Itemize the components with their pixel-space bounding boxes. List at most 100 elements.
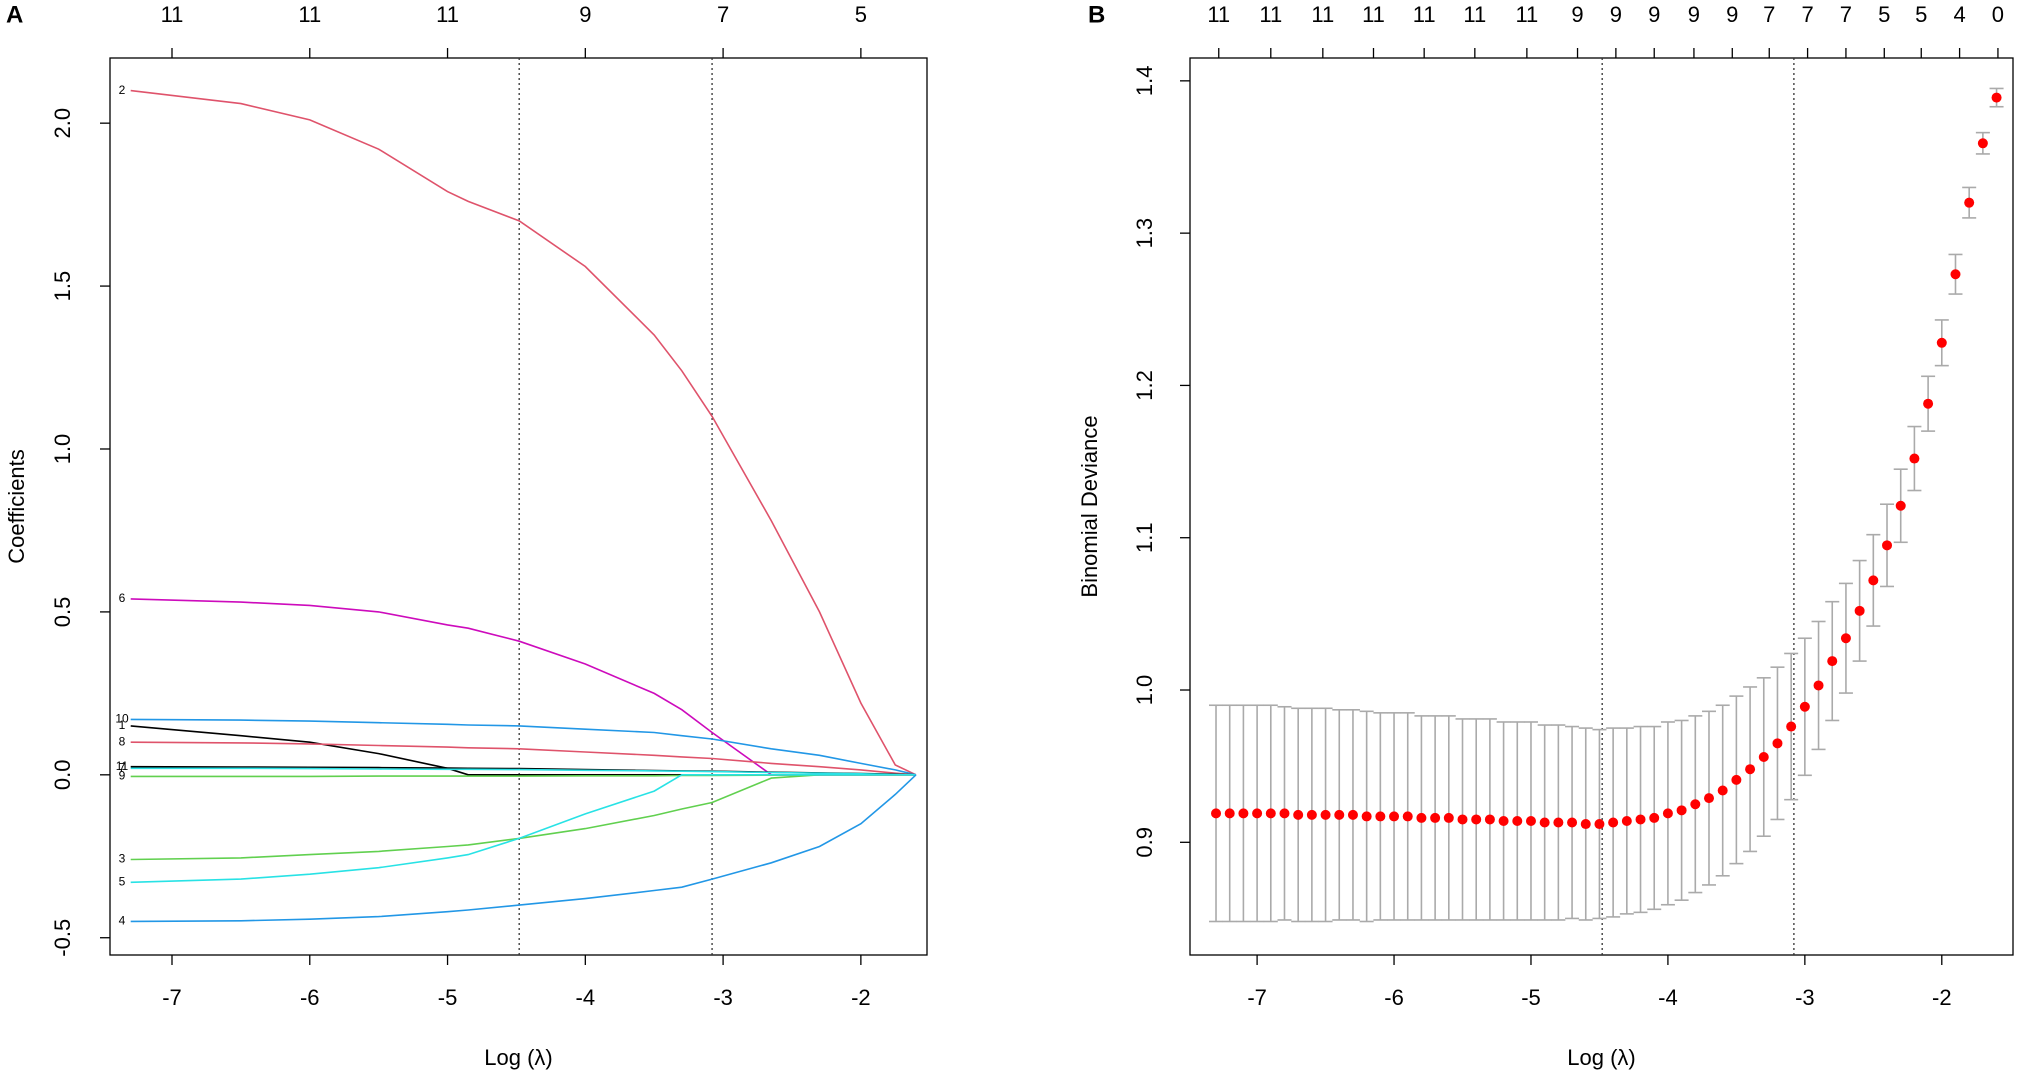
deviance-point: [1320, 809, 1331, 820]
y-tick-label: 0.9: [1132, 827, 1157, 858]
top-tick-label: 11: [1207, 2, 1230, 27]
y-tick-label: 0.5: [50, 597, 75, 628]
x-tick-label: -5: [438, 985, 458, 1010]
deviance-point: [1977, 138, 1988, 149]
path-label: 7: [119, 760, 126, 774]
x-tick-label: -6: [300, 985, 320, 1010]
x-axis-label: Log (λ): [484, 1045, 552, 1070]
deviance-point: [1293, 809, 1304, 820]
coefficient-path: [130, 718, 917, 776]
deviance-point: [1238, 808, 1249, 819]
top-tick-label: 7: [717, 2, 729, 27]
deviance-point: [1799, 701, 1810, 712]
top-tick-label: 11: [161, 2, 184, 27]
deviance-point: [1717, 785, 1728, 796]
deviance-point: [1306, 809, 1317, 820]
deviance-point: [1923, 398, 1934, 409]
path-label: 3: [119, 852, 126, 866]
deviance-point: [1224, 808, 1235, 819]
y-axis-label: Binomial Deviance: [1077, 415, 1102, 597]
x-tick-label: -7: [162, 985, 182, 1010]
deviance-point: [1950, 269, 1961, 280]
coefficient-path: [130, 767, 917, 776]
x-tick-label: -5: [1521, 985, 1541, 1010]
top-tick-label: 11: [1463, 2, 1486, 27]
coefficient-path: [130, 741, 917, 776]
coefficient-path: [130, 774, 917, 923]
deviance-point: [1936, 337, 1947, 348]
top-tick-label: 7: [1763, 2, 1775, 27]
deviance-point: [1991, 92, 2002, 103]
top-tick-label: 4: [1953, 2, 1965, 27]
deviance-point: [1361, 811, 1372, 822]
deviance-point: [1402, 811, 1413, 822]
x-tick-label: -7: [1247, 985, 1267, 1010]
top-tick-label: 9: [1726, 2, 1738, 27]
deviance-point: [1635, 814, 1646, 825]
deviance-point: [1594, 819, 1605, 830]
deviance-point: [1512, 815, 1523, 826]
deviance-point: [1895, 500, 1906, 511]
deviance-point: [1840, 633, 1851, 644]
x-axis-label: Log (λ): [1567, 1045, 1635, 1070]
deviance-point: [1690, 799, 1701, 810]
deviance-point: [1813, 680, 1824, 691]
y-axis-label: Coefficients: [4, 449, 29, 564]
coefficient-path: [130, 774, 916, 884]
coefficient-path: [130, 89, 917, 776]
path-label: 1: [119, 718, 126, 732]
deviance-point: [1279, 808, 1290, 819]
path-label: 4: [119, 914, 126, 928]
y-tick-label: 1.3: [1132, 218, 1157, 249]
panel-label: B: [1088, 1, 1105, 28]
top-tick-label: 11: [1515, 2, 1538, 27]
deviance-point: [1909, 453, 1920, 464]
deviance-point: [1471, 814, 1482, 825]
path-label: 9: [119, 769, 126, 783]
deviance-point: [1580, 819, 1591, 830]
x-tick-label: -4: [576, 985, 596, 1010]
deviance-point: [1389, 811, 1400, 822]
top-tick-label: 5: [1915, 2, 1927, 27]
y-tick-label: 1.2: [1132, 370, 1157, 401]
deviance-point: [1443, 812, 1454, 823]
top-tick-label: 9: [1571, 2, 1583, 27]
top-tick-label: 11: [1362, 2, 1385, 27]
deviance-point: [1882, 540, 1893, 551]
y-tick-label: -0.5: [50, 919, 75, 957]
deviance-point: [1758, 752, 1769, 763]
deviance-point: [1649, 812, 1660, 823]
y-tick-label: 0.0: [50, 760, 75, 791]
plot-frame: [1189, 57, 2014, 956]
top-tick-label: 5: [855, 2, 867, 27]
y-tick-label: 2.0: [50, 108, 75, 139]
deviance-point: [1772, 738, 1783, 749]
top-tick-label: 7: [1801, 2, 1813, 27]
deviance-point: [1553, 817, 1564, 828]
path-label: 8: [119, 734, 126, 748]
x-tick-label: -2: [851, 985, 871, 1010]
deviance-point: [1608, 817, 1619, 828]
x-tick-label: -3: [713, 985, 733, 1010]
deviance-point: [1430, 812, 1441, 823]
top-tick-label: 11: [436, 2, 459, 27]
path-label: 11: [116, 759, 129, 773]
deviance-point: [1827, 656, 1838, 667]
deviance-point: [1375, 811, 1386, 822]
y-tick-label: 1.5: [50, 271, 75, 302]
deviance-point: [1662, 808, 1673, 819]
x-tick-label: -6: [1384, 985, 1404, 1010]
x-tick-label: -3: [1795, 985, 1815, 1010]
panel-label: A: [6, 1, 23, 28]
top-tick-label: 5: [1878, 2, 1890, 27]
plot-frame: [109, 57, 928, 956]
top-tick-label: 11: [1259, 2, 1282, 27]
path-label: 5: [119, 875, 126, 889]
coefficient-path: [130, 774, 916, 861]
y-tick-label: 1.1: [1132, 522, 1157, 553]
deviance-point: [1567, 817, 1578, 828]
top-tick-label: 9: [579, 2, 591, 27]
x-tick-label: -4: [1658, 985, 1678, 1010]
deviance-point: [1265, 808, 1276, 819]
